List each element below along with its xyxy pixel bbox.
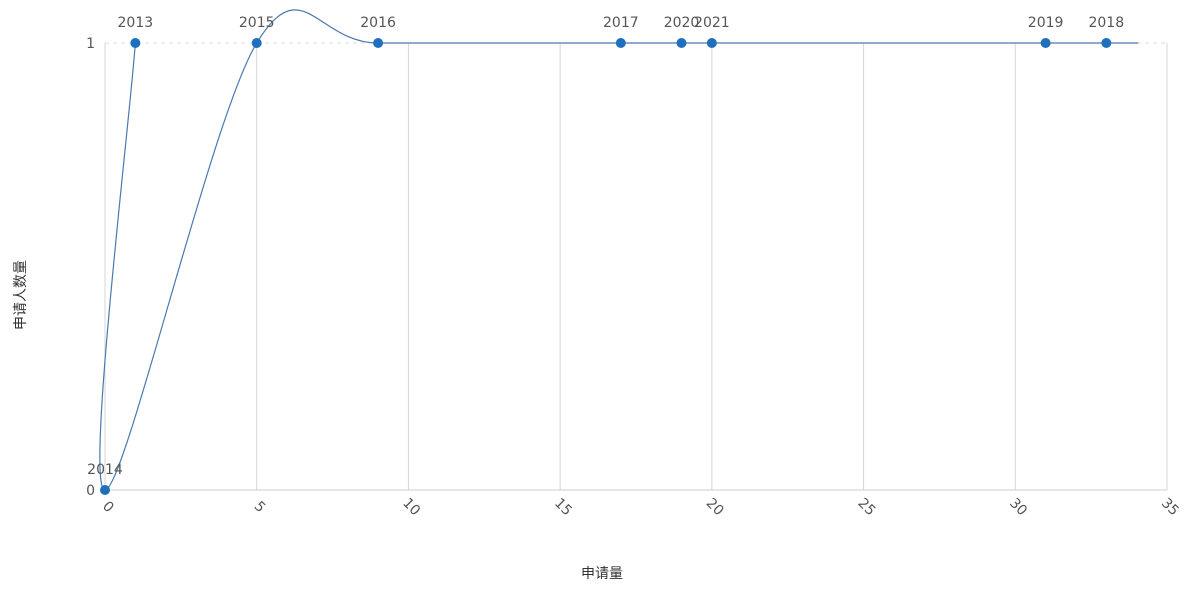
data-point [1040, 38, 1051, 48]
data-point-label: 2014 [87, 462, 123, 478]
data-point [100, 485, 110, 495]
series-line [99, 9, 1139, 491]
data-point-label: 2016 [360, 15, 396, 31]
x-tick-label: 20 [703, 495, 727, 519]
data-point [676, 38, 687, 48]
data-point-label: 2015 [239, 15, 275, 31]
x-tick-label: 25 [854, 495, 878, 519]
data-point-label: 2017 [603, 15, 639, 31]
x-tick-label: 0 [99, 498, 117, 516]
point-layer [100, 38, 1112, 495]
data-point [1101, 38, 1112, 48]
y-tick-label: 1 [86, 36, 95, 52]
y-tick-label: 0 [86, 483, 95, 499]
x-tick-label: 10 [399, 495, 423, 519]
data-point-label: 2018 [1088, 15, 1124, 31]
axis-layer: 0 5 10 15 20 25 30 35 0 1 [86, 36, 1182, 519]
y-axis-title: 申请人数量 [13, 260, 29, 330]
line-layer [99, 9, 1139, 491]
x-tick-label: 15 [551, 495, 575, 519]
data-point-label: 2013 [118, 15, 154, 31]
grid-layer [104, 42, 1168, 490]
x-tick-label: 35 [1158, 495, 1182, 519]
data-point [130, 38, 141, 48]
data-point [251, 38, 262, 48]
data-point-label: 2019 [1028, 15, 1064, 31]
x-axis-title: 申请量 [581, 566, 623, 582]
x-tick-label: 30 [1006, 495, 1030, 519]
data-point [615, 38, 626, 48]
data-point [373, 38, 384, 48]
data-point [706, 38, 717, 48]
x-tick-label: 5 [251, 498, 269, 516]
data-point-label: 2021 [694, 15, 730, 31]
data-point-label: 2020 [664, 15, 700, 31]
